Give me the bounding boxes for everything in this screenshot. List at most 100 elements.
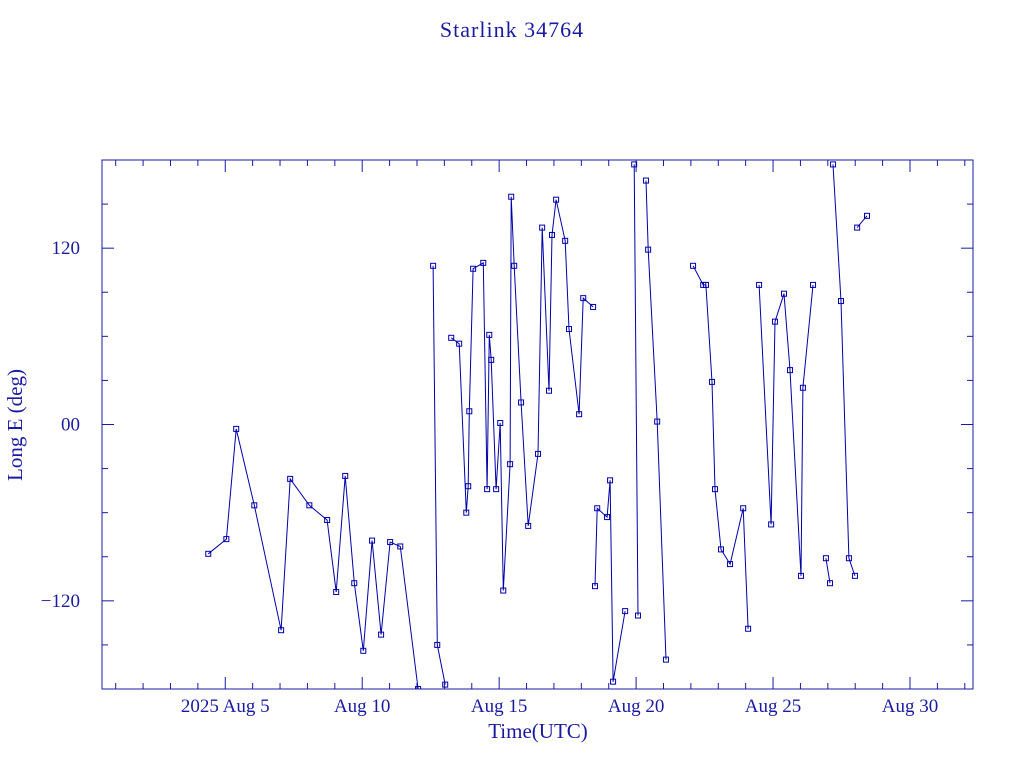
x-tick-label: Aug 10 — [334, 696, 390, 717]
series-line — [207, 164, 868, 689]
point-marker — [787, 367, 794, 374]
x-tick-label: 2025 Aug 5 — [181, 696, 270, 717]
point-marker — [511, 262, 518, 269]
point-marker — [456, 340, 463, 347]
point-marker — [642, 177, 649, 184]
point-marker — [702, 281, 709, 288]
point-marker — [711, 486, 718, 493]
y-axis-label: Long E (deg) — [3, 369, 27, 481]
y-tick-label: −120 — [41, 591, 80, 612]
point-marker — [397, 543, 404, 550]
point-marker — [553, 196, 560, 203]
point-marker — [493, 486, 500, 493]
point-marker — [851, 572, 858, 579]
point-marker — [278, 627, 285, 634]
point-marker — [610, 678, 617, 685]
point-marker — [508, 193, 515, 200]
point-marker — [369, 537, 376, 544]
x-axis-label: Time(UTC) — [488, 719, 588, 743]
y-tick-label: 120 — [52, 238, 81, 259]
point-marker — [690, 262, 697, 269]
point-marker — [500, 587, 507, 594]
point-marker — [810, 281, 817, 288]
point-marker — [654, 418, 661, 425]
point-marker — [771, 318, 778, 325]
point-marker — [463, 509, 470, 516]
point-marker — [590, 303, 597, 310]
point-marker — [539, 224, 546, 231]
point-marker — [333, 589, 340, 596]
point-marker — [507, 461, 514, 468]
point-marker — [604, 514, 611, 521]
point-marker — [708, 378, 715, 385]
plot-frame — [101, 159, 974, 690]
point-marker — [718, 546, 725, 553]
point-marker — [306, 502, 313, 509]
y-tick-label: 00 — [61, 415, 80, 436]
point-marker — [415, 686, 422, 689]
point-marker — [205, 550, 212, 557]
plot-area — [205, 161, 871, 689]
point-marker — [466, 408, 473, 415]
point-marker — [484, 486, 491, 493]
point-marker — [827, 580, 834, 587]
point-marker — [518, 399, 525, 406]
point-marker — [287, 475, 294, 482]
point-marker — [535, 450, 542, 457]
point-marker — [565, 325, 572, 332]
point-marker — [645, 246, 652, 253]
point-marker — [781, 290, 788, 297]
point-marker — [797, 572, 804, 579]
point-marker — [631, 161, 638, 168]
x-tick-label: Aug 20 — [608, 696, 664, 717]
point-marker — [837, 298, 844, 305]
point-marker — [864, 212, 871, 219]
point-marker — [525, 522, 532, 529]
x-tick-label: Aug 30 — [882, 696, 938, 717]
point-marker — [324, 517, 331, 524]
point-marker — [546, 387, 553, 394]
point-marker — [497, 420, 504, 427]
point-marker — [756, 281, 763, 288]
point-marker — [430, 262, 437, 269]
point-marker — [342, 472, 349, 479]
point-marker — [845, 555, 852, 562]
point-marker — [580, 295, 587, 302]
x-tick-label: Aug 15 — [471, 696, 527, 717]
point-marker — [434, 641, 441, 648]
x-tick-label: Aug 25 — [745, 696, 801, 717]
point-marker — [488, 356, 495, 363]
point-marker — [233, 425, 240, 432]
point-marker — [822, 555, 829, 562]
point-marker — [465, 483, 472, 490]
point-marker — [448, 334, 455, 341]
point-marker — [740, 505, 747, 512]
point-marker — [480, 259, 487, 266]
chart-title: Starlink 34764 — [440, 17, 584, 42]
point-marker — [378, 631, 385, 638]
point-marker — [549, 231, 556, 238]
point-marker — [360, 647, 367, 654]
point-marker — [387, 539, 394, 546]
point-marker — [607, 477, 614, 484]
point-marker — [251, 502, 258, 509]
point-marker — [727, 561, 734, 568]
point-marker — [223, 536, 230, 543]
point-marker — [592, 583, 599, 590]
point-marker — [470, 265, 477, 272]
point-marker — [745, 625, 752, 632]
point-marker — [768, 521, 775, 528]
point-marker — [662, 656, 669, 663]
point-marker — [562, 237, 569, 244]
point-marker — [622, 608, 629, 615]
point-marker — [442, 681, 449, 688]
point-marker — [576, 411, 583, 418]
point-marker — [594, 505, 601, 512]
point-marker — [854, 224, 861, 231]
point-marker — [351, 580, 358, 587]
point-marker — [486, 331, 493, 338]
point-marker — [830, 161, 837, 168]
point-marker — [799, 384, 806, 391]
point-marker — [635, 612, 642, 619]
